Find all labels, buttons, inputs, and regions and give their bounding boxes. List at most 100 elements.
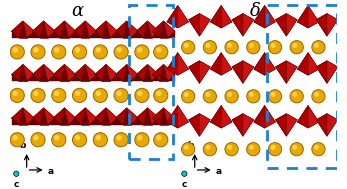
Polygon shape [95,21,106,38]
Circle shape [52,133,66,147]
Circle shape [293,92,297,97]
Circle shape [184,145,189,150]
Polygon shape [136,118,159,125]
Polygon shape [11,21,34,31]
Polygon shape [297,69,319,75]
Polygon shape [316,61,327,83]
Polygon shape [53,74,76,81]
Polygon shape [254,53,265,75]
Polygon shape [23,64,34,81]
Circle shape [96,91,101,96]
Polygon shape [136,31,159,38]
Circle shape [33,91,39,96]
Polygon shape [53,31,76,38]
Circle shape [33,47,39,53]
Polygon shape [136,64,159,74]
Circle shape [268,143,282,156]
Polygon shape [147,21,159,38]
Polygon shape [210,5,232,22]
Circle shape [154,45,168,59]
Polygon shape [11,74,34,81]
Circle shape [73,133,87,147]
Circle shape [135,45,149,59]
Polygon shape [65,64,76,81]
Polygon shape [116,118,138,125]
Circle shape [117,135,122,140]
Circle shape [205,92,211,97]
Polygon shape [127,108,138,125]
Polygon shape [127,64,138,81]
Polygon shape [116,74,138,81]
Polygon shape [210,69,232,75]
Polygon shape [276,120,297,136]
Circle shape [96,135,101,140]
Polygon shape [276,20,297,36]
Polygon shape [254,69,276,75]
Polygon shape [152,21,175,31]
Circle shape [181,90,195,103]
Polygon shape [106,64,117,81]
Polygon shape [11,31,34,38]
Polygon shape [163,21,175,38]
Polygon shape [167,5,178,28]
Text: b: b [187,141,193,150]
Polygon shape [44,64,55,81]
Polygon shape [85,21,96,38]
Circle shape [203,143,217,156]
Polygon shape [74,118,96,125]
Polygon shape [167,105,178,128]
Circle shape [247,143,260,156]
Circle shape [52,88,66,102]
Polygon shape [167,105,189,122]
Polygon shape [189,114,200,136]
Polygon shape [116,21,127,38]
Polygon shape [276,114,286,136]
Polygon shape [189,20,210,36]
Circle shape [203,41,217,54]
Polygon shape [200,61,210,83]
Polygon shape [23,21,34,38]
Polygon shape [116,108,138,118]
Polygon shape [232,114,254,120]
Polygon shape [74,64,85,81]
Polygon shape [32,118,55,125]
Polygon shape [254,53,276,69]
Text: a: a [48,167,53,176]
Polygon shape [85,108,96,125]
Circle shape [247,41,260,54]
Polygon shape [167,122,189,128]
Circle shape [73,45,87,59]
Polygon shape [316,114,338,120]
Polygon shape [11,74,175,81]
Polygon shape [32,64,55,74]
Polygon shape [74,21,85,38]
Polygon shape [106,108,117,125]
Circle shape [14,171,19,176]
Circle shape [182,171,187,176]
Polygon shape [189,61,200,83]
Polygon shape [127,21,138,38]
Polygon shape [136,21,147,38]
Polygon shape [11,108,23,125]
Polygon shape [116,108,127,125]
Polygon shape [297,53,319,69]
Circle shape [225,41,238,54]
Circle shape [75,91,80,96]
Circle shape [249,43,254,48]
Polygon shape [232,14,254,20]
Polygon shape [152,108,175,118]
Polygon shape [232,20,254,36]
Polygon shape [32,108,44,125]
Polygon shape [136,108,159,118]
Circle shape [137,91,143,96]
Polygon shape [316,14,338,20]
Polygon shape [254,105,265,128]
Text: c: c [14,180,19,189]
Circle shape [290,90,303,103]
Polygon shape [308,5,319,28]
Circle shape [181,143,195,156]
Polygon shape [265,53,276,75]
Polygon shape [74,74,96,81]
Circle shape [271,92,276,97]
Circle shape [271,43,276,48]
